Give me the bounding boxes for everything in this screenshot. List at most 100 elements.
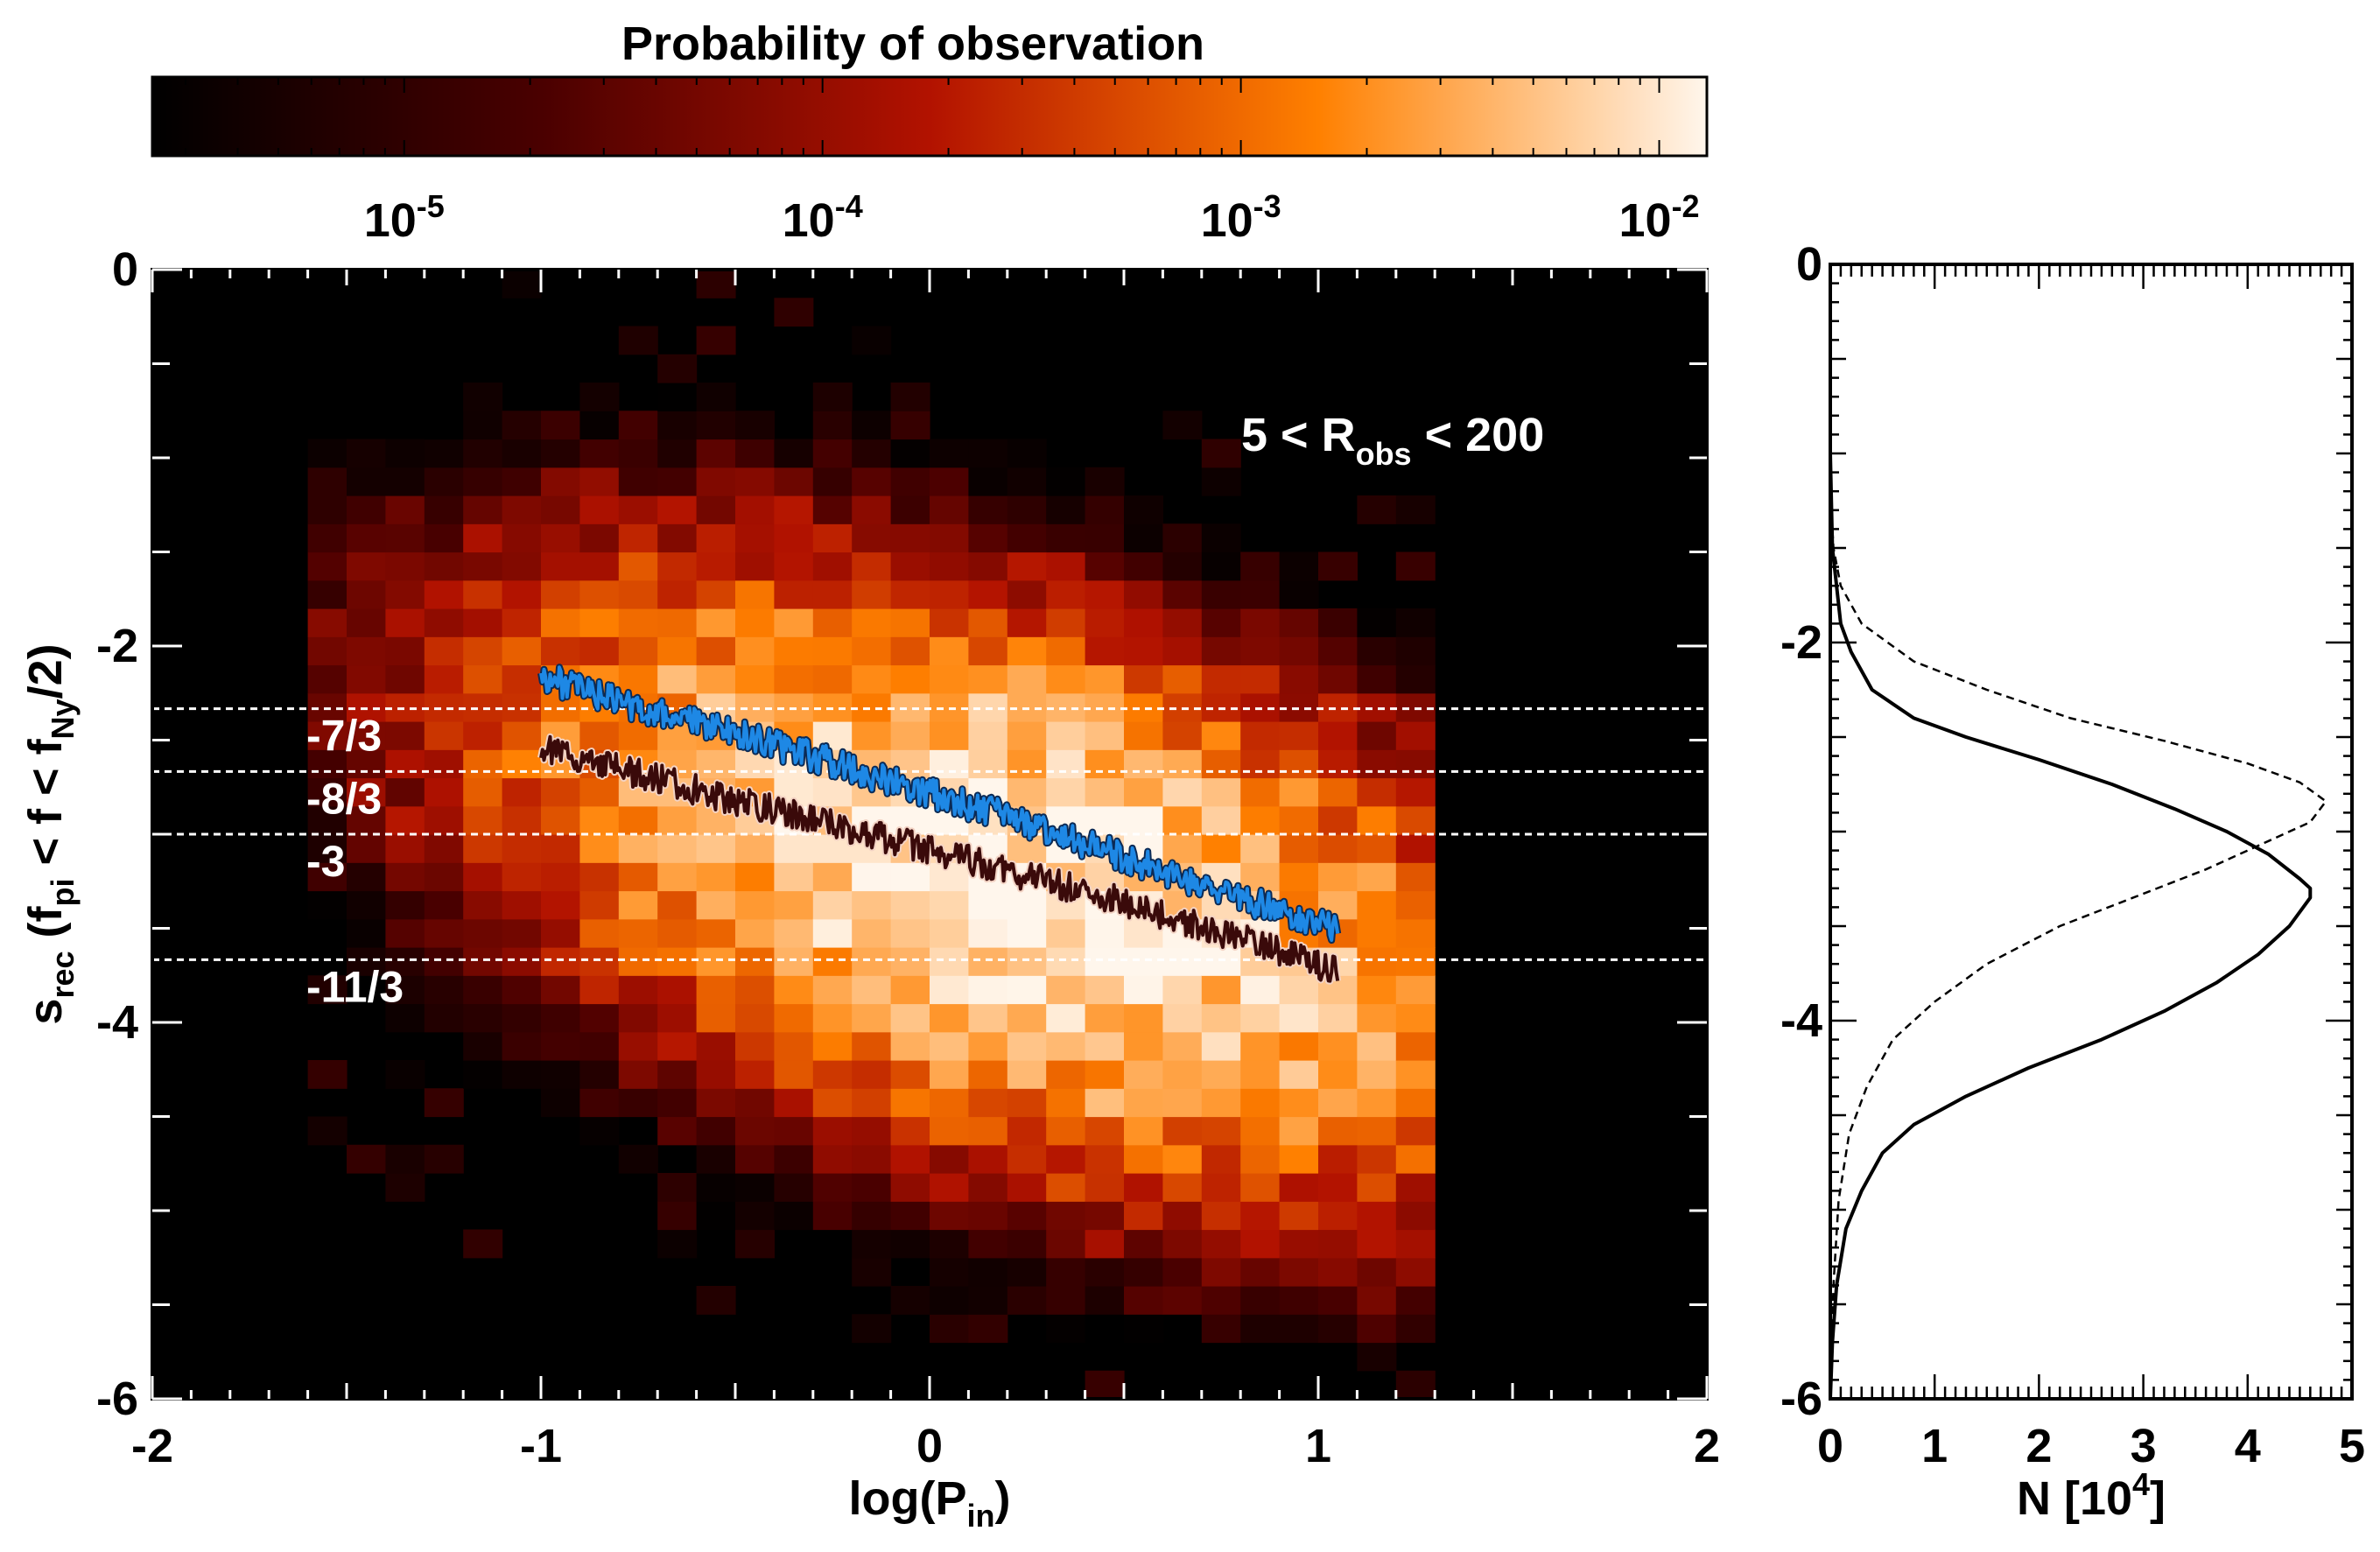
heatmap-cell	[385, 947, 425, 976]
heatmap-cell	[1318, 1173, 1358, 1202]
heatmap-cell	[1395, 918, 1436, 948]
heatmap-cell	[385, 579, 425, 609]
heatmap-cell	[1357, 1314, 1397, 1344]
heatmap-cell	[930, 608, 969, 637]
heatmap-cell	[735, 1003, 775, 1033]
colorbar-tick-label: 10-4	[783, 188, 863, 247]
heatmap-cell	[579, 551, 620, 581]
heatmap-cell	[1279, 1003, 1319, 1033]
heatmap-cell	[1318, 1342, 1358, 1372]
heatmap-cell	[1240, 1088, 1281, 1118]
heatmap-cell	[618, 1144, 658, 1174]
heatmap-cell	[1046, 1286, 1086, 1315]
heatmap-cell	[657, 1201, 698, 1231]
heatmap-cell	[852, 467, 892, 496]
heatmap-cell	[618, 890, 658, 920]
heatmap-cell	[579, 383, 620, 411]
heatmap-cell	[890, 1116, 930, 1146]
heatmap-cell	[735, 664, 775, 694]
heatmap-cell	[852, 1173, 892, 1202]
reference-line-label: -7/3	[306, 712, 382, 761]
heatmap-cell	[1318, 1088, 1358, 1118]
heatmap-cell	[541, 467, 580, 496]
heatmap-cell	[502, 636, 542, 666]
heatmap-cell	[1124, 1060, 1163, 1089]
heatmap-cell	[1395, 721, 1436, 750]
heatmap-cell	[579, 411, 620, 440]
heatmap-cell	[852, 1003, 892, 1033]
heatmap-cell	[1318, 1144, 1358, 1174]
heatmap-cell	[696, 834, 736, 863]
heatmap-cell	[541, 1060, 580, 1089]
heatmap-cell	[1085, 608, 1125, 637]
heatmap-cell	[1162, 1116, 1203, 1146]
heatmap-cell	[1007, 975, 1047, 1005]
heatmap-cell	[347, 636, 386, 666]
reference-line-label: -11/3	[306, 962, 404, 1011]
heatmap-cell	[812, 777, 853, 807]
heatmap-cell	[618, 1060, 658, 1089]
heatmap-cell	[735, 551, 775, 581]
heatmap-cell	[930, 1173, 969, 1202]
heatmap-cell	[1162, 1229, 1203, 1259]
heatmap-cell	[1240, 636, 1281, 666]
heatmap-cell	[852, 1088, 892, 1118]
heatmap-cell	[385, 1003, 425, 1033]
heatmap-cell	[1124, 749, 1163, 779]
heatmap-cell	[1007, 890, 1047, 920]
heatmap-cell	[1085, 1060, 1125, 1089]
heatmap-cell	[1279, 1116, 1319, 1146]
heatmap-cell	[774, 523, 814, 553]
heatmap-cell	[930, 890, 969, 920]
heatmap-cell	[618, 834, 658, 863]
colorbar-tick-label: 10-5	[364, 188, 445, 247]
heatmap-cell	[657, 354, 698, 383]
heatmap-cell	[1240, 975, 1281, 1005]
heatmap-cell	[541, 579, 580, 609]
heatmap-cell	[541, 862, 580, 892]
heatmap-cell	[1395, 1370, 1436, 1399]
heatmap-cell	[1162, 411, 1203, 440]
heatmap-cell	[1007, 947, 1047, 976]
heatmap-cell	[424, 411, 464, 440]
heatmap-cell	[1124, 1144, 1163, 1174]
side-y-tick-label: -2	[1780, 616, 1822, 669]
heatmap-cell	[852, 692, 892, 722]
heatmap-cell	[1085, 1229, 1125, 1259]
side-panel: 0 1 2 3 4 5 0 -2 -4 -6 N [104]	[1780, 238, 2365, 1525]
heatmap-cell	[968, 523, 1008, 553]
heatmap-cell	[1124, 805, 1163, 835]
heatmap-cell	[657, 439, 698, 468]
heatmap-cell	[1085, 1201, 1125, 1231]
heatmap-cell	[347, 890, 386, 920]
heatmap-cell	[968, 1257, 1008, 1287]
heatmap-cell	[385, 467, 425, 496]
heatmap-cell	[1085, 1144, 1125, 1174]
heatmap-cell	[424, 636, 464, 666]
heatmap-cell	[735, 495, 775, 524]
heatmap-cell	[696, 1286, 736, 1315]
heatmap-cell	[463, 664, 503, 694]
heatmap-cell	[502, 523, 542, 553]
heatmap-cell	[1357, 1342, 1397, 1372]
heatmap-cell	[424, 664, 464, 694]
heatmap-cell	[1395, 1173, 1436, 1202]
main-y-tick-labels: 0 -2 -4 -6	[96, 243, 138, 1425]
heatmap-cell	[463, 1060, 503, 1089]
heatmap-cell	[1357, 834, 1397, 863]
heatmap-cell	[1201, 721, 1241, 750]
heatmap-cell	[618, 495, 658, 524]
heatmap-cell	[463, 975, 503, 1005]
heatmap-cell	[735, 975, 775, 1005]
heatmap-cell	[1162, 664, 1203, 694]
heatmap-cell	[735, 1031, 775, 1061]
side-x-tick-label: 1	[1921, 1420, 1948, 1472]
heatmap-cell	[463, 862, 503, 892]
heatmap-cell	[1046, 1088, 1086, 1118]
heatmap-cell	[812, 1060, 853, 1089]
heatmap-cell	[1318, 1031, 1358, 1061]
heatmap-cell	[774, 1003, 814, 1033]
heatmap-cell	[1124, 664, 1163, 694]
heatmap-cell	[1007, 1286, 1047, 1315]
